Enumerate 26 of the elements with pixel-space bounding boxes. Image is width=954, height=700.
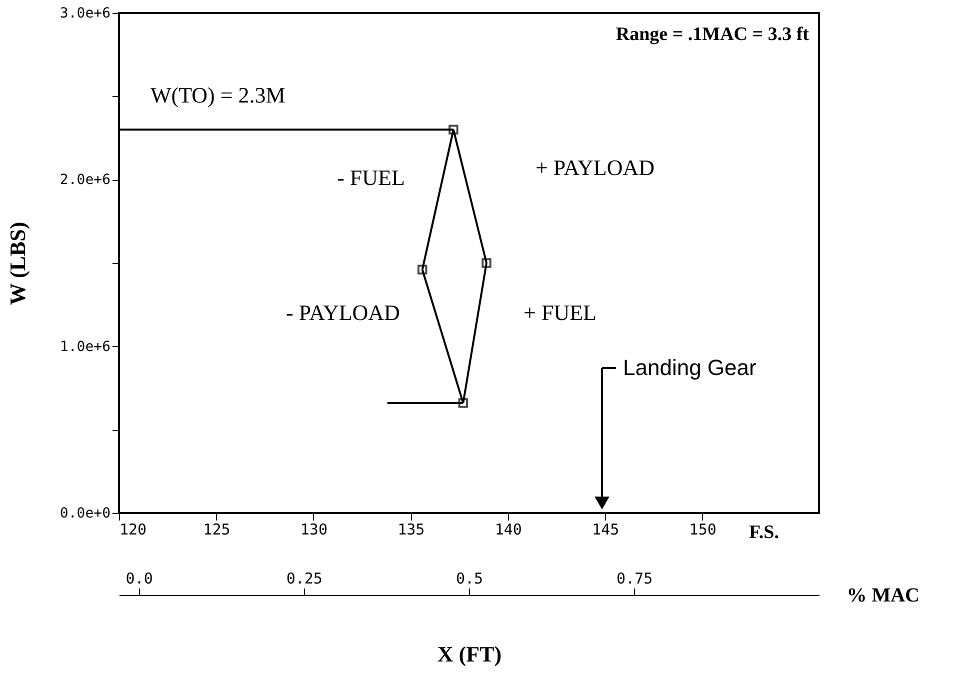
x-tick-label: 130 [300, 520, 328, 538]
x-tick-label: 125 [203, 520, 230, 538]
x-tick-label: 135 [398, 520, 425, 538]
y-tick-label: 1.0e+6 [60, 338, 110, 355]
x2-tick-label: 0.25 [286, 570, 322, 588]
x-tick-label: 145 [592, 520, 620, 538]
x-tick-label: 120 [120, 520, 147, 538]
text: F.S. [749, 522, 779, 543]
y-tick-label: 0.0e+0 [60, 506, 110, 522]
y-tick-label: 2.0e+6 [60, 172, 110, 188]
annotation: W(TO) = 2.3M [150, 82, 286, 108]
x-tick-label: 140 [494, 520, 522, 538]
x2-tick-label: 0.75 [616, 570, 653, 588]
y-tick-label: 3.0e+6 [60, 6, 110, 22]
annotation: Landing Gear [623, 355, 756, 380]
annotation: + PAYLOAD [536, 155, 654, 180]
x2-tick-label: 0.0 [126, 570, 153, 588]
x2-axis-title: % MAC [846, 584, 920, 606]
x2-tick-label: 0.5 [456, 570, 484, 588]
annotation: Range = .1MAC = 3.3 ft [616, 24, 810, 45]
annotation: - PAYLOAD [286, 300, 400, 325]
x-tick-label: 150 [689, 520, 716, 538]
x-axis-title: X (FT) [437, 642, 502, 666]
y-axis-title: W (LBS) [4, 222, 30, 306]
annotation: - FUEL [337, 165, 405, 190]
annotation: + FUEL [524, 300, 596, 325]
